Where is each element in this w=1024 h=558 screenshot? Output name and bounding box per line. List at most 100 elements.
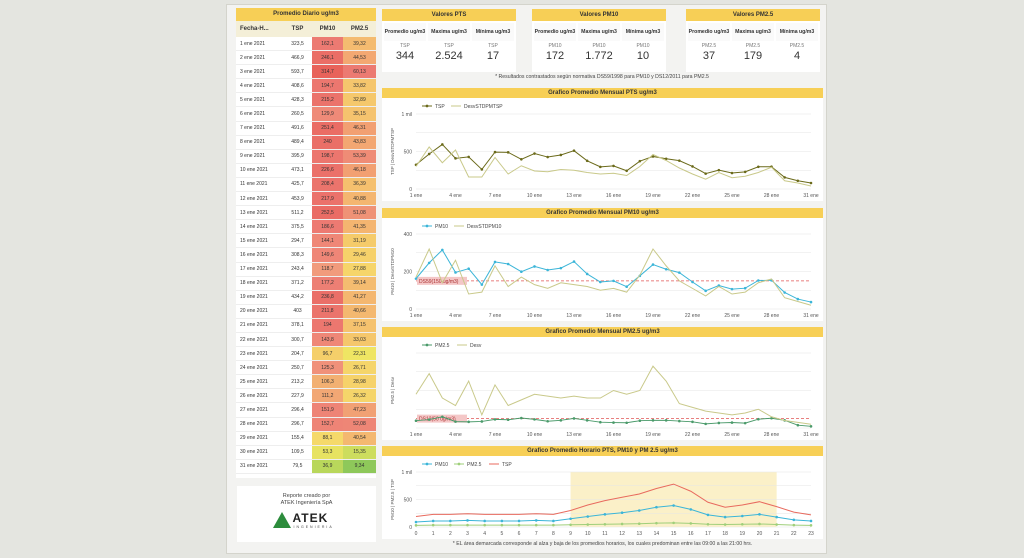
table-row: 10 ene 2021 473,1 226,6 46,18 [236, 163, 376, 178]
cell-pm25: 35,15 [343, 107, 376, 121]
chart-tsp[interactable]: 0 500 1 mil 1 ene 4 ene 7 ene 10 ene 13 ene 16 e… [382, 98, 823, 201]
cell-date: 15 ene 2021 [240, 237, 268, 244]
data-point [809, 519, 813, 523]
x-tick-label: 12 [619, 531, 625, 537]
cell-pm10: 36,9 [312, 459, 343, 473]
data-point [585, 272, 589, 276]
data-point [414, 277, 418, 280]
chart-pm25[interactable]: 1 ene 4 ene 7 ene 10 ene 13 ene 16 ene 19 ene 2… [382, 337, 823, 440]
x-tick-label: 7 ene [489, 313, 502, 319]
cell-date: 3 ene 2021 [240, 68, 266, 75]
cell-date: 5 ene 2021 [240, 96, 266, 103]
data-point [796, 179, 800, 183]
data-point [546, 419, 549, 423]
cell-date: 29 ene 2021 [240, 435, 268, 442]
cell-date: 25 ene 2021 [240, 378, 268, 385]
cell-pm10: 314,7 [312, 65, 343, 79]
table-row: 18 ene 2021 371,2 177,2 39,14 [236, 276, 376, 291]
stat-card-pm25: Valores PM2.5 Promedio ug/m3 PM2.5 37 Maxi… [686, 9, 820, 72]
table-row: 19 ene 2021 434,2 236,8 41,27 [236, 290, 376, 305]
cell-date: 24 ene 2021 [240, 364, 268, 371]
stat-card-pm10: Valores PM10 Promedio ug/m3 PM10 172 Maxim… [532, 9, 666, 72]
data-point [559, 266, 563, 270]
cell-date: 14 ene 2021 [240, 223, 268, 230]
cell-tsp: 395,9 [291, 153, 304, 160]
data-point [603, 513, 607, 516]
data-point [672, 521, 675, 525]
header-pm10[interactable]: PM10 [319, 26, 336, 32]
data-point [493, 150, 497, 154]
data-point [520, 416, 523, 420]
cell-date: 21 ene 2021 [240, 322, 268, 329]
y-tick-label: 0 [409, 187, 412, 193]
data-point [603, 522, 607, 526]
stat-label: Maxima ug/m3 [732, 23, 774, 41]
data-point [678, 159, 681, 162]
data-point [612, 279, 615, 283]
data-point [454, 157, 457, 160]
data-point [500, 523, 504, 527]
table-row: 13 ene 2021 511,2 252,5 51,08 [236, 206, 376, 221]
report-line2: ATEK Ingeniería SpA [280, 500, 333, 506]
cell-pm25: 29,46 [343, 248, 376, 262]
data-point [533, 265, 536, 268]
data-point [517, 519, 521, 523]
stat-label: Mínima ug/m3 [472, 23, 514, 41]
cell-pm25: 40,66 [343, 304, 376, 318]
x-tick-label: 19 ene [645, 313, 661, 319]
chart-title: Grafico Promedio Horario PTS, PM10 y PM … [382, 446, 823, 456]
hourly-footnote: * EL área demarcada corresponde al alza … [452, 541, 753, 547]
cell-tsp: 466,9 [291, 54, 304, 61]
stat-label: Maxima ug/m3 [578, 23, 620, 41]
header-date[interactable]: Fecha-H... [240, 26, 269, 32]
series-line-pm2-5 [415, 522, 812, 526]
table-row: 3 ene 2021 593,7 314,7 60,13 [236, 65, 376, 80]
x-tick-label: 22 ene [685, 193, 701, 199]
x-tick-label: 7 ene [489, 432, 502, 438]
header-tsp[interactable]: TSP [291, 26, 304, 32]
data-point [741, 514, 744, 518]
stat-label: Maxima ug/m3 [428, 23, 470, 41]
cell-pm10: 96,7 [312, 347, 343, 361]
x-tick-label: 19 ene [645, 193, 661, 199]
x-tick-label: 10 ene [527, 193, 543, 199]
x-tick-label: 9 [569, 531, 572, 537]
cell-date: 22 ene 2021 [240, 336, 268, 343]
normative-note: * Resultados contrastados según normativ… [495, 74, 709, 80]
x-tick-label: 10 ene [527, 432, 543, 438]
reference-label-bg [417, 414, 467, 423]
legend-marker [425, 224, 429, 228]
stat-sub: PM10 [636, 43, 650, 49]
cell-date: 8 ene 2021 [240, 139, 266, 146]
stat-card-tsp: Valores PTS Promedio ug/m3 TSP 344 Maxima … [382, 9, 516, 72]
stat-pm25-min: Mínima ug/m3 PM2.5 4 [776, 23, 818, 62]
stat-label: Mínima ug/m3 [622, 23, 664, 41]
data-point [638, 159, 642, 163]
header-pm25[interactable]: PM2.5 [350, 26, 369, 32]
chart-panel-tsp: Grafico Promedio Mensual PTS ug/m3 0 500 1… [382, 88, 823, 201]
data-point [427, 418, 431, 421]
cell-tsp: 473,1 [291, 167, 304, 174]
cell-tsp: 425,7 [291, 181, 304, 188]
x-tick-label: 25 ene [724, 432, 740, 438]
x-tick-label: 18 [722, 531, 728, 537]
cell-tsp: 371,2 [291, 280, 304, 287]
y-axis-label: PM2.5 | Desv [390, 376, 395, 404]
cell-pm25: 33,82 [343, 79, 376, 93]
table-row: 6 ene 2021 260,5 129,9 35,15 [236, 107, 376, 122]
stat-value: 4 [793, 50, 801, 62]
chart-panel-pm25: Grafico Promedio Mensual PM2.5 ug/m3 1 e… [382, 327, 823, 440]
data-point [500, 519, 504, 523]
data-point [441, 415, 444, 419]
cell-pm10: 88,1 [312, 431, 343, 445]
chart-pm10[interactable]: 0 200 400 1 ene 4 ene 7 ene 10 ene 13 ene 16 ene… [382, 218, 823, 321]
cell-date: 19 ene 2021 [240, 294, 268, 301]
cell-tsp: 489,4 [291, 139, 304, 146]
cell-pm10: 236,8 [312, 290, 343, 304]
cell-pm25: 22,31 [343, 347, 376, 361]
x-tick-label: 28 ene [764, 432, 780, 438]
x-tick-label: 25 ene [724, 313, 740, 319]
data-point [796, 423, 800, 427]
daily-average-table: Promedio Diario ug/m3 Fecha-H... TSP PM1… [236, 8, 376, 478]
